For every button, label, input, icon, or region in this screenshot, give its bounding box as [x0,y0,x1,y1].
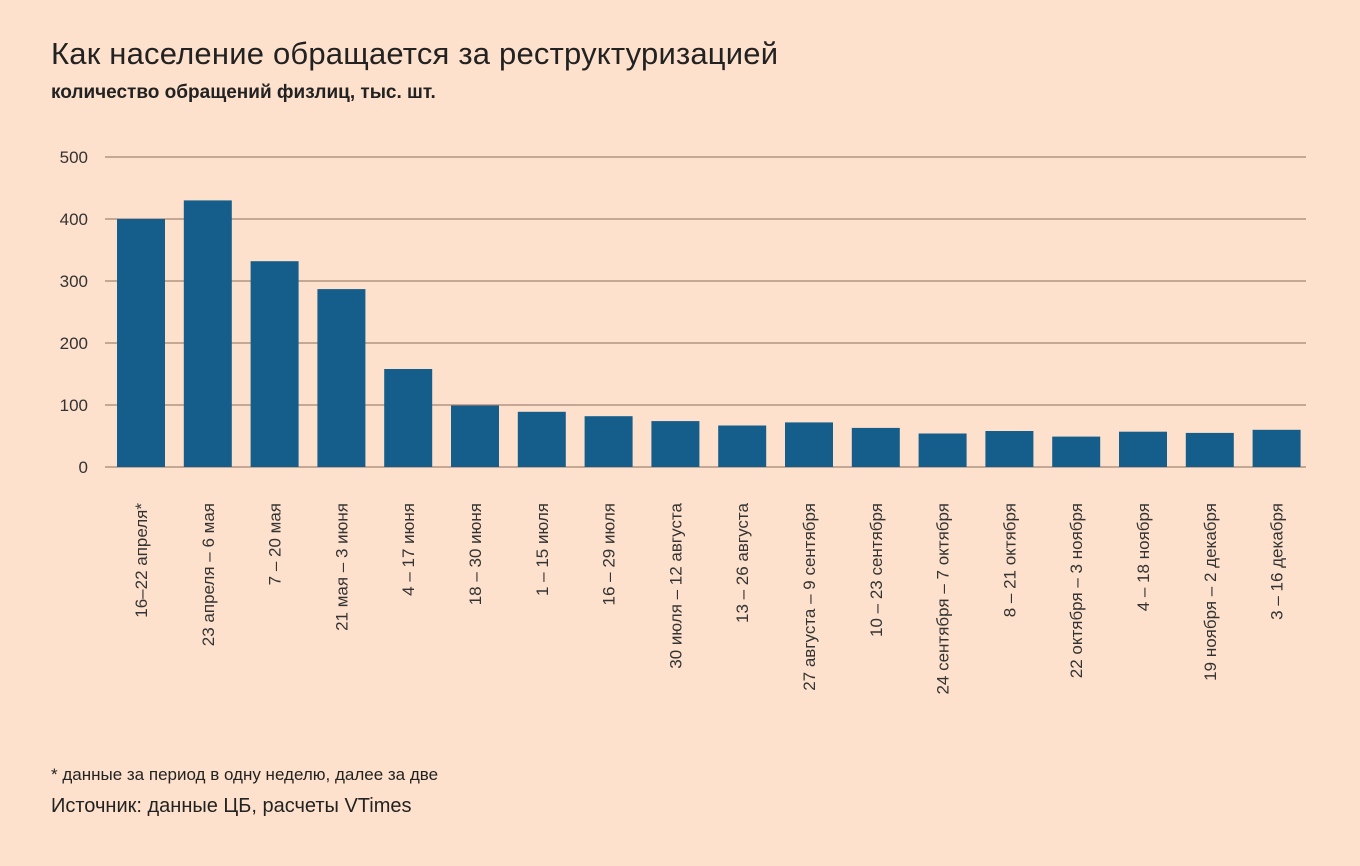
footnote: * данные за период в одну неделю, далее … [51,765,439,784]
bar [918,433,967,467]
chart-title: Как население обращается за реструктуриз… [51,36,779,71]
x-tick-label: 30 июля – 12 августа [666,502,685,668]
bar [117,219,165,467]
x-tick-label: 7 – 20 мая [266,503,285,585]
bar [183,200,232,467]
source-note: Источник: данные ЦБ, расчеты VTimes [51,795,412,817]
bar [1119,431,1167,467]
y-axis: 0 100 200 300 400 500 [60,148,88,477]
bar [785,422,833,467]
bar [985,431,1034,467]
y-tick-label: 0 [79,458,88,477]
bar [651,421,700,467]
bar [384,369,433,467]
x-tick-label: 13 – 26 августа [733,502,752,623]
x-tick-label: 4 – 17 июня [399,503,418,596]
bar [1185,432,1234,467]
x-axis: 16–22 апреля* 23 апреля – 6 мая 7 – 20 мая… [132,502,1287,694]
bar [317,289,366,467]
x-tick-label: 21 мая – 3 июня [332,503,351,631]
x-tick-label: 23 апреля – 6 мая [199,503,218,646]
x-tick-label: 10 – 23 сентября [867,503,886,637]
x-tick-label: 16–22 апреля* [132,503,151,618]
bar [1052,436,1101,467]
x-tick-label: 3 – 16 декабря [1268,503,1287,620]
bar [851,427,900,467]
x-tick-label: 22 октября – 3 ноября [1067,503,1086,678]
y-tick-label: 400 [60,210,88,229]
grid-layer [105,156,1306,468]
bar [584,416,633,467]
x-tick-label: 24 сентября – 7 октября [934,503,953,695]
x-tick-label: 8 – 21 октября [1000,503,1019,617]
x-tick-label: 19 ноября – 2 декабря [1201,503,1220,681]
bars [117,200,1301,467]
y-tick-label: 100 [60,396,88,415]
x-tick-label: 18 – 30 июня [466,503,485,605]
y-tick-label: 500 [60,148,88,167]
bar [250,261,299,467]
x-tick-label: 27 августа – 9 сентября [800,503,819,691]
y-tick-label: 300 [60,272,88,291]
bar [451,405,499,467]
bar [718,425,767,467]
y-tick-label: 200 [60,334,88,353]
x-tick-label: 1 – 15 июля [533,503,552,596]
x-tick-label: 16 – 29 июля [600,503,619,605]
bar [517,411,566,467]
chart-subtitle: количество обращений физлиц, тыс. шт. [51,82,436,103]
x-tick-label: 4 – 18 ноября [1134,503,1153,611]
bar [1252,429,1301,467]
